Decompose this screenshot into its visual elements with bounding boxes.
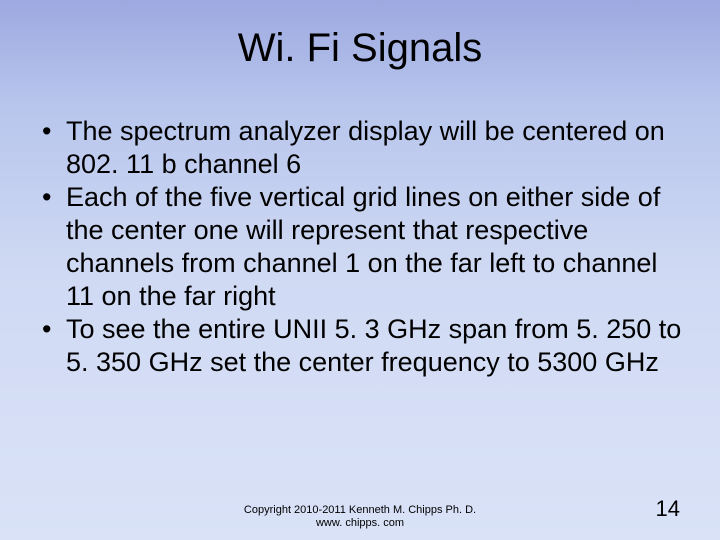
url-line: www. chipps. com <box>0 517 720 530</box>
slide-title: Wi. Fi Signals <box>0 0 720 71</box>
bullet-item: Each of the five vertical grid lines on … <box>36 181 684 313</box>
copyright-line: Copyright 2010-2011 Kenneth M. Chipps Ph… <box>0 504 720 517</box>
page-number: 14 <box>656 496 680 522</box>
slide-content: The spectrum analyzer display will be ce… <box>0 71 720 379</box>
bullet-item: To see the entire UNII 5. 3 GHz span fro… <box>36 313 684 379</box>
bullet-item: The spectrum analyzer display will be ce… <box>36 115 684 181</box>
bullet-list: The spectrum analyzer display will be ce… <box>36 115 684 379</box>
slide-footer: Copyright 2010-2011 Kenneth M. Chipps Ph… <box>0 504 720 530</box>
